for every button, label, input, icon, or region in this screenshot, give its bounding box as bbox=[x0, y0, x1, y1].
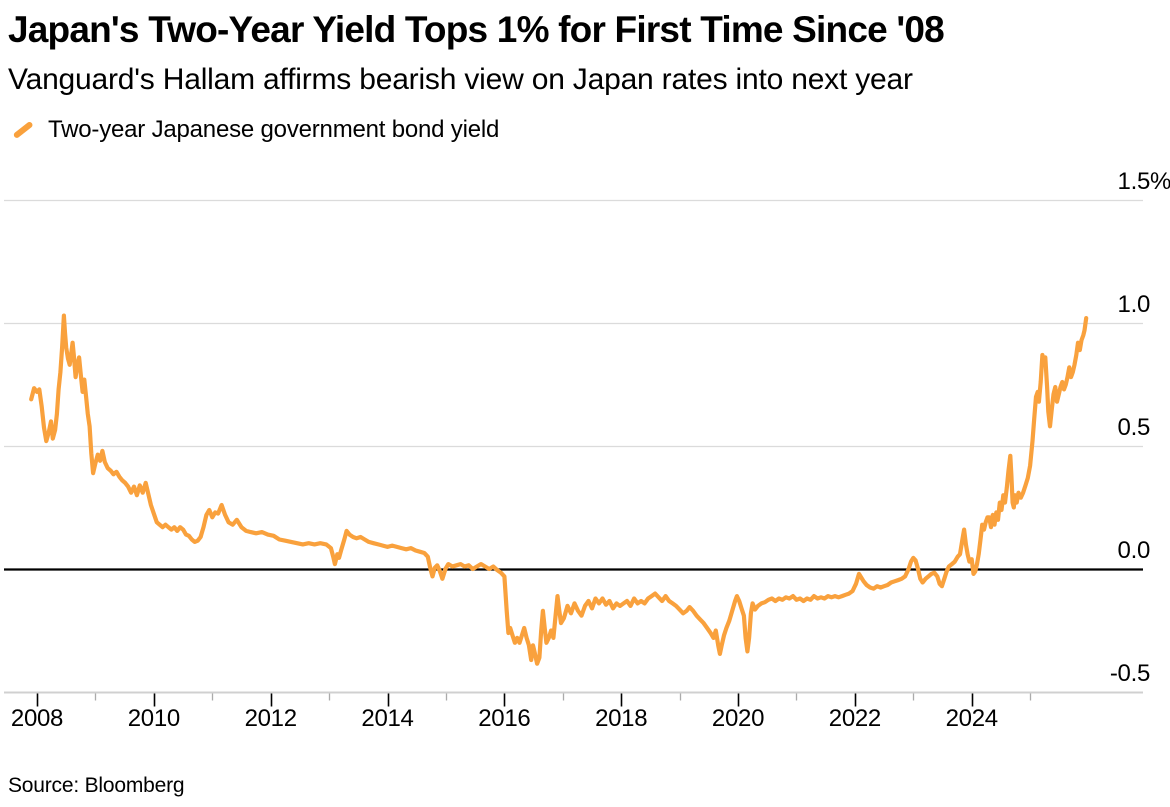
x-tick-label: 2012 bbox=[244, 705, 298, 732]
legend-label: Two-year Japanese government bond yield bbox=[48, 116, 500, 143]
chart-subtitle: Vanguard's Hallam affirms bearish view o… bbox=[8, 63, 913, 96]
x-tick-label: 2018 bbox=[595, 705, 648, 732]
y-axis-unit: % bbox=[1150, 168, 1170, 195]
x-tick-label: 2016 bbox=[478, 705, 531, 732]
x-tick-label: 2022 bbox=[828, 705, 882, 732]
y-tick-label: 1.5% bbox=[1117, 168, 1170, 195]
x-tick-label: 2020 bbox=[711, 705, 765, 732]
x-tick-label: 2008 bbox=[10, 705, 64, 732]
y-tick-label: 0.5 bbox=[1117, 414, 1151, 441]
legend: Two-year Japanese government bond yield bbox=[9, 116, 499, 144]
x-tick-label: 2010 bbox=[127, 705, 181, 732]
yield-line-series bbox=[29, 313, 1089, 666]
y-tick-label: 0.0 bbox=[1117, 537, 1151, 564]
y-tick-label: -0.5 bbox=[1109, 660, 1150, 687]
chart-title: Japan's Two-Year Yield Tops 1% for First… bbox=[8, 9, 945, 50]
source-note: Source: Bloomberg bbox=[8, 774, 185, 797]
x-tick-label: 2014 bbox=[361, 705, 414, 732]
x-tick-label: 2024 bbox=[945, 705, 999, 732]
y-tick-label: 1.0 bbox=[1117, 291, 1151, 318]
